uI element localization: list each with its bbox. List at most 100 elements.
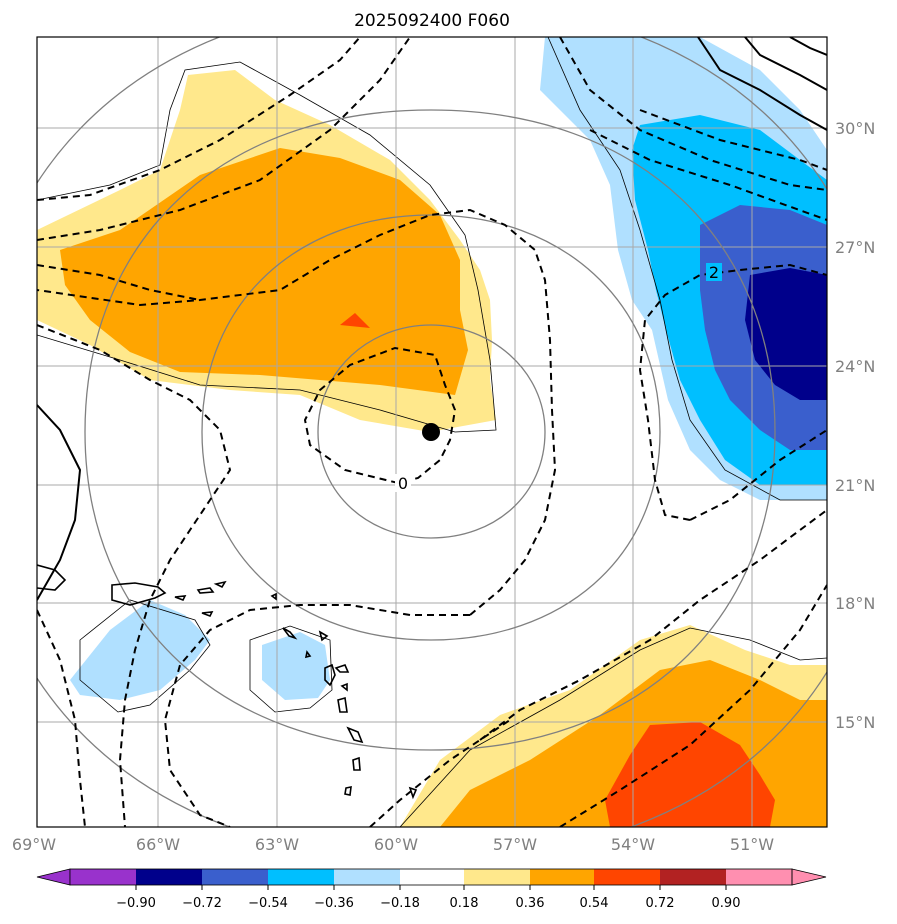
coast-vieques: [174, 595, 187, 602]
dashed-contour-zero: [303, 346, 457, 485]
colorbar: −0.90 −0.72 −0.54 −0.36 −0.18 0.18 0.36 …: [36, 868, 827, 911]
coast-antigua: [318, 630, 329, 642]
dashed-contour-ne2: [589, 129, 827, 221]
negative-region-navy: [745, 268, 827, 400]
positive-region-orange: [60, 148, 468, 395]
dashed-contour-ne3: [639, 109, 827, 171]
thin-outlines: [37, 37, 827, 827]
dashed-contour-se4: [369, 719, 511, 827]
coast-virgin-2: [213, 580, 227, 589]
coastlines: [37, 564, 418, 800]
colorbar-tick-labels: −0.90 −0.72 −0.54 −0.36 −0.18 0.18 0.36 …: [116, 896, 740, 911]
lat-label-30n: 30°N: [835, 119, 875, 138]
lat-label-21n: 21°N: [835, 476, 875, 495]
colorbar-ticks: [135, 885, 727, 890]
contour-label-bg-2: [706, 263, 722, 281]
negative-region-sw: [70, 600, 210, 700]
outline-sw: [79, 599, 211, 713]
coast-mariegalante: [340, 682, 348, 692]
coast-barbados: [408, 786, 418, 800]
map-frame: [36, 36, 828, 828]
colorbar-tick-label: 0.90: [712, 896, 741, 911]
ring-3: [84, 109, 776, 751]
lat-label-15n: 15°N: [835, 713, 875, 732]
colorbar-frame: [69, 868, 793, 886]
lon-label-57w: 57°W: [493, 835, 537, 854]
colorbar-seg-6: [464, 869, 530, 885]
colorbar-tick-label: −0.54: [248, 896, 288, 911]
colorbar-extend-low: [36, 868, 71, 886]
positive-max-small: [340, 313, 370, 328]
negative-region-islands: [262, 632, 330, 700]
solid-contours: [37, 37, 827, 601]
coast-dominica: [337, 696, 348, 713]
solid-contour-w: [37, 404, 82, 601]
outline-se: [399, 627, 827, 827]
colorbar-seg-4: [334, 869, 400, 885]
coast-stlucia: [352, 756, 361, 771]
ring-2: [201, 214, 661, 641]
coast-martinique: [346, 726, 364, 744]
colorbar-seg-7: [530, 869, 594, 885]
lon-label-60w: 60°W: [374, 835, 418, 854]
lon-labels: 69°W 66°W 63°W 60°W 57°W 54°W 51°W: [12, 835, 774, 854]
coast-guadeloupe: [324, 663, 350, 687]
dashed-contour-s1: [37, 609, 86, 827]
colorbar-seg-8: [594, 869, 660, 885]
dashed-contour-n1: [37, 37, 411, 241]
ring-1: [317, 324, 546, 539]
colorbar-tick-label: 0.54: [580, 896, 609, 911]
colorbar-tick-label: 0.72: [646, 896, 675, 911]
colorbar-seg-1: [136, 869, 202, 885]
colorbar-seg-10: [726, 869, 792, 885]
lon-label-63w: 63°W: [255, 835, 299, 854]
solid-contour-ne3: [789, 37, 827, 56]
dashed-contour-two: [638, 263, 827, 521]
coast-stvincent: [344, 785, 352, 796]
dashed-contour-east-loop: [163, 604, 470, 827]
lon-label-54w: 54°W: [611, 835, 655, 854]
colorbar-tick-label: 0.18: [450, 896, 479, 911]
ring-4: [37, 37, 827, 827]
shaded-fields: [37, 37, 827, 827]
solid-contour-ne1: [697, 37, 827, 131]
coast-virgin-1: [196, 587, 215, 594]
coast-hispaniola-east: [37, 564, 67, 591]
positive-region-se-red: [605, 722, 775, 827]
colorbar-tick-label: −0.90: [116, 896, 156, 911]
contour-label-2: 2: [709, 263, 719, 282]
contour-label-bg-0: [395, 474, 411, 492]
dashed-contour-ne1: [559, 37, 827, 191]
dashed-contours: [37, 37, 827, 827]
coast-montserrat: [304, 650, 312, 659]
colorbar-tick-label: −0.36: [314, 896, 354, 911]
dashed-contour-se3: [559, 584, 827, 827]
distance-rings: [37, 37, 827, 827]
colorbar-tick-label: 0.36: [516, 896, 545, 911]
lon-label-66w: 66°W: [136, 835, 180, 854]
lat-label-27n: 27°N: [835, 238, 875, 257]
dashed-contour-n3: [37, 264, 201, 301]
colorbar-seg-9: [660, 869, 726, 885]
dashed-contour-n2: [37, 37, 361, 201]
colorbar-seg-2: [202, 869, 268, 885]
lon-label-51w: 51°W: [730, 835, 774, 854]
dashed-contour-se2: [479, 509, 827, 741]
outline-islands: [249, 625, 333, 713]
lat-label-18n: 18°N: [835, 594, 875, 613]
colorbar-tick-label: −0.18: [380, 896, 420, 911]
dashed-contour-se1: [689, 429, 827, 521]
colorbar-extend-high: [791, 868, 827, 886]
colorbar-seg-5: [400, 869, 464, 885]
solid-contour-ne2: [744, 37, 827, 91]
coast-anguilla: [270, 592, 277, 601]
coast-puerto-rico: [111, 582, 167, 606]
colorbar-tick-label: −0.72: [182, 896, 222, 911]
contour-label-0: 0: [398, 474, 408, 493]
lon-label-69w: 69°W: [12, 835, 56, 854]
colorbar-seg-0: [70, 869, 136, 885]
colorbar-seg-3: [268, 869, 334, 885]
figure-title: 2025092400 F060: [354, 11, 510, 31]
lat-label-24n: 24°N: [835, 357, 875, 376]
